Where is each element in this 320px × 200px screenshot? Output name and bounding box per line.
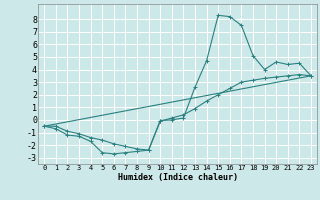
X-axis label: Humidex (Indice chaleur): Humidex (Indice chaleur)	[118, 173, 238, 182]
